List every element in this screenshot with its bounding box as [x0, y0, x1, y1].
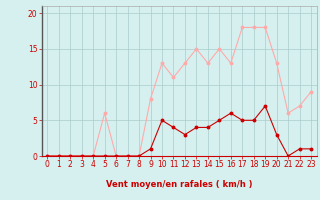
X-axis label: Vent moyen/en rafales ( km/h ): Vent moyen/en rafales ( km/h ): [106, 180, 252, 189]
